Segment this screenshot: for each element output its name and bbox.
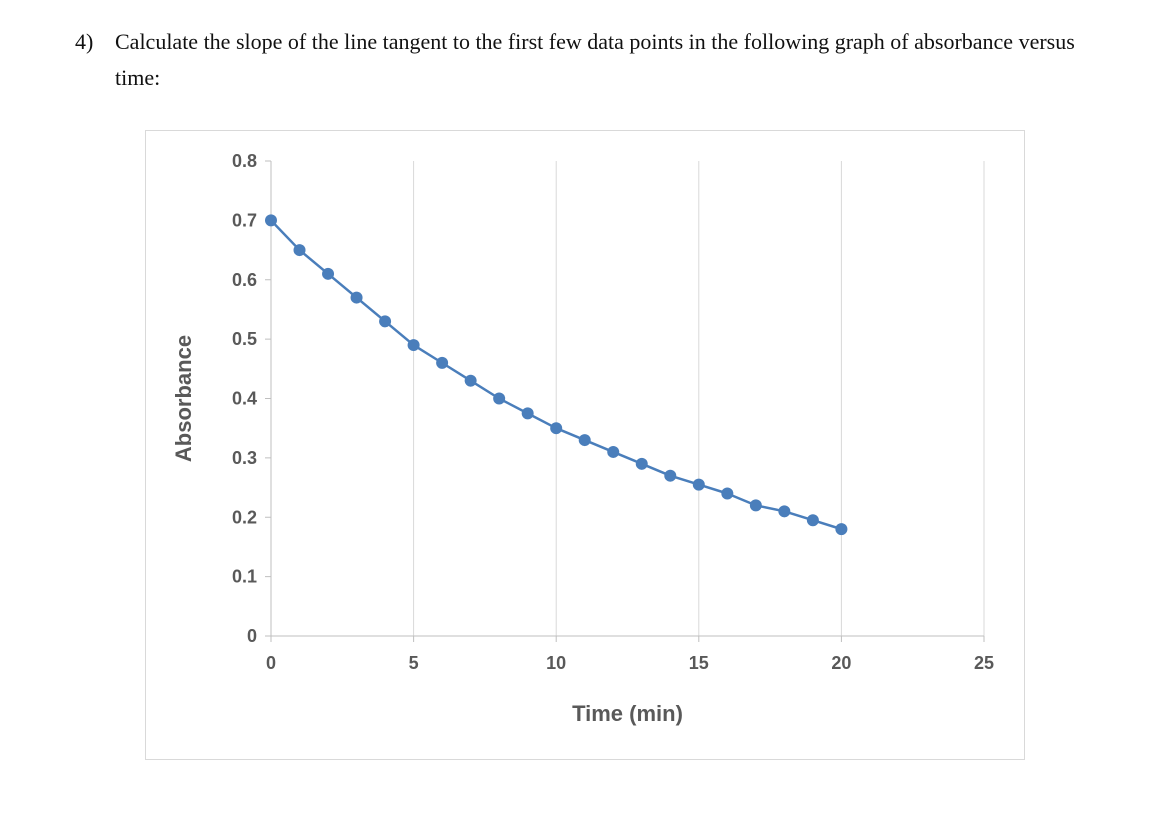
x-tick-label: 25 — [974, 653, 994, 673]
question-number: 4) — [75, 29, 94, 54]
data-point — [407, 339, 420, 352]
y-tick-label: 0.7 — [232, 210, 257, 230]
x-tick-label: 5 — [409, 653, 419, 673]
data-point — [265, 214, 277, 227]
y-tick-label: 0.3 — [232, 448, 257, 468]
y-tick-label: 0.6 — [232, 270, 257, 290]
question: 4) Calculate the slope of the line tange… — [75, 24, 1105, 96]
y-tick-label: 0.1 — [232, 567, 257, 587]
data-point — [778, 505, 791, 518]
x-tick-label: 0 — [266, 653, 276, 673]
data-point — [493, 392, 506, 405]
data-point — [436, 356, 449, 369]
data-point — [749, 499, 762, 512]
y-axis-title: Absorbance — [171, 335, 196, 462]
data-point — [379, 315, 392, 328]
data-point — [322, 267, 335, 280]
question-text: Calculate the slope of the line tangent … — [115, 29, 1075, 91]
x-axis-title: Time (min) — [572, 701, 683, 726]
data-point — [607, 445, 620, 458]
x-tick-label: 10 — [546, 653, 566, 673]
y-tick-label: 0.4 — [232, 389, 257, 409]
data-point — [293, 244, 306, 257]
data-point — [350, 291, 363, 304]
data-point — [835, 523, 848, 536]
y-tick-label: 0 — [247, 626, 257, 646]
data-point — [721, 487, 734, 500]
data-point — [464, 374, 477, 387]
data-point — [692, 478, 705, 491]
data-point — [664, 469, 677, 482]
data-point — [550, 422, 563, 435]
chart-frame: 0 0.1 0.2 0.3 0.4 0.5 0.6 0.7 0.8 0 5 10 15 20 25 Time … — [145, 130, 1025, 760]
y-tick-label: 0.2 — [232, 507, 257, 527]
data-point — [521, 407, 534, 420]
data-point — [806, 514, 819, 527]
y-tick-label: 0.5 — [232, 329, 257, 349]
data-point — [635, 457, 648, 470]
x-tick-label: 20 — [831, 653, 851, 673]
x-tick-label: 15 — [689, 653, 709, 673]
data-point — [578, 434, 591, 447]
absorbance-chart: 0 0.1 0.2 0.3 0.4 0.5 0.6 0.7 0.8 0 5 10 15 20 25 Time … — [171, 151, 994, 726]
y-tick-label: 0.8 — [232, 151, 257, 171]
